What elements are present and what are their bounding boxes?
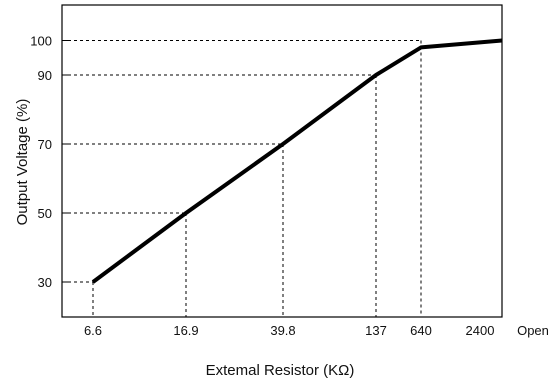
y-tick-label-3: 90	[38, 68, 52, 83]
x-tick-label-4: 640	[410, 323, 432, 338]
y-tick-label-1: 50	[38, 206, 52, 221]
x-tick-label-1: 16.9	[173, 323, 198, 338]
x-tick-label-2: 39.8	[270, 323, 295, 338]
x-tick-label-5: 2400	[466, 323, 495, 338]
y-axis-label: Output Voltage (%)	[14, 99, 31, 226]
x-axis-ticks: 6.6 16.9 39.8 137 640 2400 Open	[84, 323, 549, 338]
y-tick-label-4: 100	[30, 34, 52, 49]
guide-lines	[62, 40, 422, 317]
x-tick-label-3: 137	[365, 323, 387, 338]
series-line	[91, 38, 503, 284]
x-axis-label: Extemal Resistor (KΩ)	[206, 362, 355, 379]
y-tick-label-2: 70	[38, 137, 52, 152]
y-axis-ticks: 30 50 70 90 100	[30, 34, 68, 290]
y-tick-label-0: 30	[38, 275, 52, 290]
x-tick-label-0: 6.6	[84, 323, 102, 338]
plot-frame	[61, 4, 503, 318]
x-tick-label-6: Open	[517, 323, 549, 338]
